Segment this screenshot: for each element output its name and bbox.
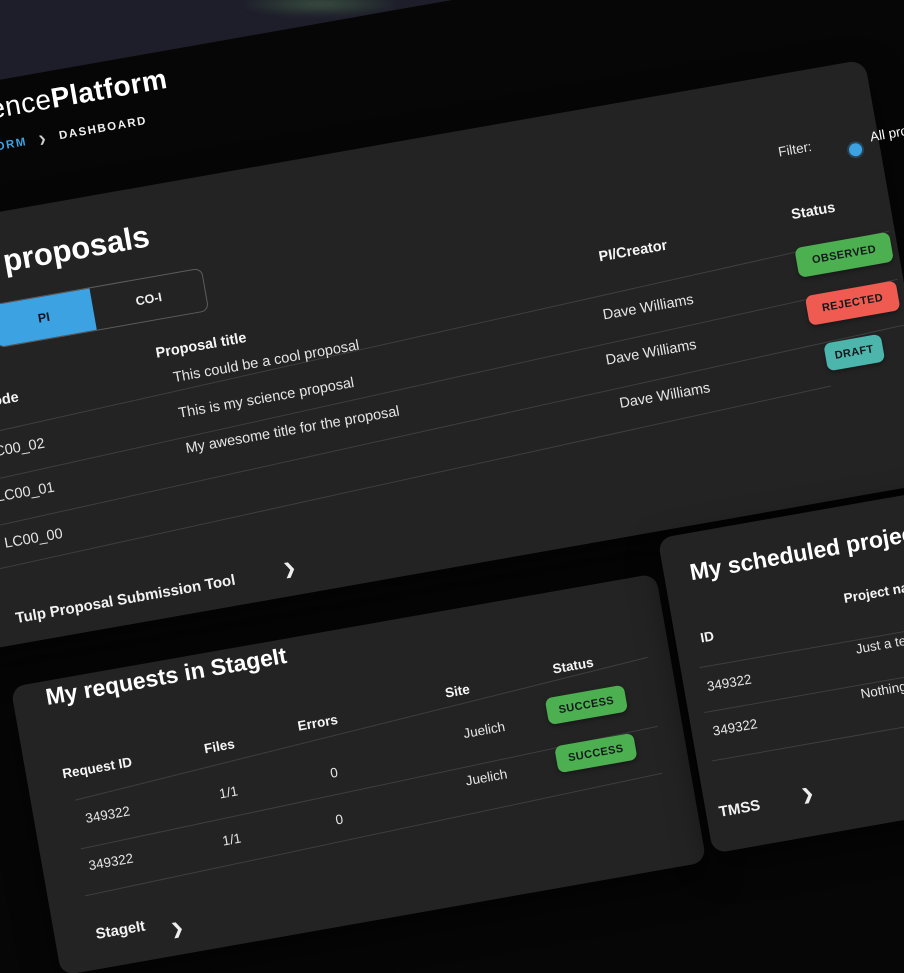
column-header-id: ID (699, 628, 716, 646)
breadcrumb-separator-icon: ❯ (37, 133, 49, 145)
stageit-requests-card (10, 573, 707, 973)
app-logo-light: Science (0, 83, 54, 132)
request-row-files[interactable]: 1/1 (217, 783, 240, 802)
app-logo-bold: Platform (48, 62, 170, 114)
breadcrumb-root[interactable]: PLATFORM (0, 136, 29, 162)
breadcrumb: PLATFORM ❯ DASHBOARD (0, 115, 148, 161)
breadcrumb-current: DASHBOARD (58, 114, 149, 143)
request-row-files[interactable]: 1/1 (221, 830, 243, 849)
desktop-background-artifact (245, 0, 395, 16)
